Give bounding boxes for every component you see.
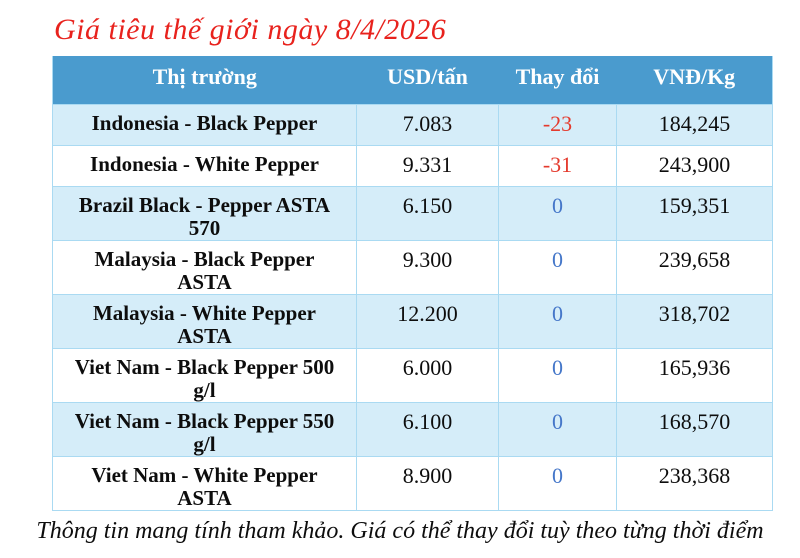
pepper-price-report: Giá tiêu thế giới ngày 8/4/2026 Thị trườ… [0,13,800,558]
cell-vnd-price: 239,658 [616,239,773,295]
cell-usd-price: 9.300 [356,239,499,295]
cell-vnd-price: 159,351 [616,185,773,241]
cell-usd-price: 12.200 [356,293,499,349]
cell-usd-price: 6.100 [356,401,499,457]
cell-change: -31 [498,144,617,187]
cell-vnd-price: 243,900 [616,144,773,187]
table-row: Malaysia - White Pepper ASTA 12.200 0 31… [52,293,773,349]
cell-market: Viet Nam - Black Pepper 550 g/l [52,401,357,457]
cell-change: 0 [498,455,617,511]
cell-usd-price: 7.083 [356,103,499,146]
column-header-market: Thị trường [52,56,357,104]
cell-market: Brazil Black - Pepper ASTA 570 [52,185,357,241]
cell-market: Viet Nam - Black Pepper 500 g/l [52,347,357,403]
table-row: Indonesia - Black Pepper 7.083 -23 184,2… [52,103,773,146]
cell-market: Indonesia - White Pepper [52,144,357,187]
cell-market: Malaysia - White Pepper ASTA [52,293,357,349]
cell-change: 0 [498,401,617,457]
column-header-vnd: VNĐ/Kg [616,56,773,104]
footer-note: Thông tin mang tính tham khảo. Giá có th… [36,517,764,544]
cell-vnd-price: 168,570 [616,401,773,457]
cell-usd-price: 6.150 [356,185,499,241]
cell-usd-price: 6.000 [356,347,499,403]
table-row: Malaysia - Black Pepper ASTA 9.300 0 239… [52,239,773,295]
table-row: Indonesia - White Pepper 9.331 -31 243,9… [52,144,773,187]
pepper-price-table: Thị trường USD/tấn Thay đổi VNĐ/Kg Indon… [52,56,773,511]
cell-vnd-price: 238,368 [616,455,773,511]
page-title: Giá tiêu thế giới ngày 8/4/2026 [54,13,447,46]
cell-market: Malaysia - Black Pepper ASTA [52,239,357,295]
cell-change: 0 [498,347,617,403]
table-row: Viet Nam - White Pepper ASTA 8.900 0 238… [52,455,773,511]
cell-market: Indonesia - Black Pepper [52,103,357,146]
cell-usd-price: 8.900 [356,455,499,511]
header-row: Thị trường USD/tấn Thay đổi VNĐ/Kg [52,56,773,104]
table-row: Brazil Black - Pepper ASTA 570 6.150 0 1… [52,185,773,241]
cell-vnd-price: 165,936 [616,347,773,403]
cell-change: 0 [498,293,617,349]
column-header-change: Thay đổi [498,56,617,104]
cell-change: 0 [498,185,617,241]
cell-vnd-price: 318,702 [616,293,773,349]
table-row: Viet Nam - Black Pepper 550 g/l 6.100 0 … [52,401,773,457]
cell-change: -23 [498,103,617,146]
table-row: Viet Nam - Black Pepper 500 g/l 6.000 0 … [52,347,773,403]
cell-change: 0 [498,239,617,295]
cell-usd-price: 9.331 [356,144,499,187]
cell-market: Viet Nam - White Pepper ASTA [52,455,357,511]
column-header-usd: USD/tấn [356,56,499,104]
cell-vnd-price: 184,245 [616,103,773,146]
